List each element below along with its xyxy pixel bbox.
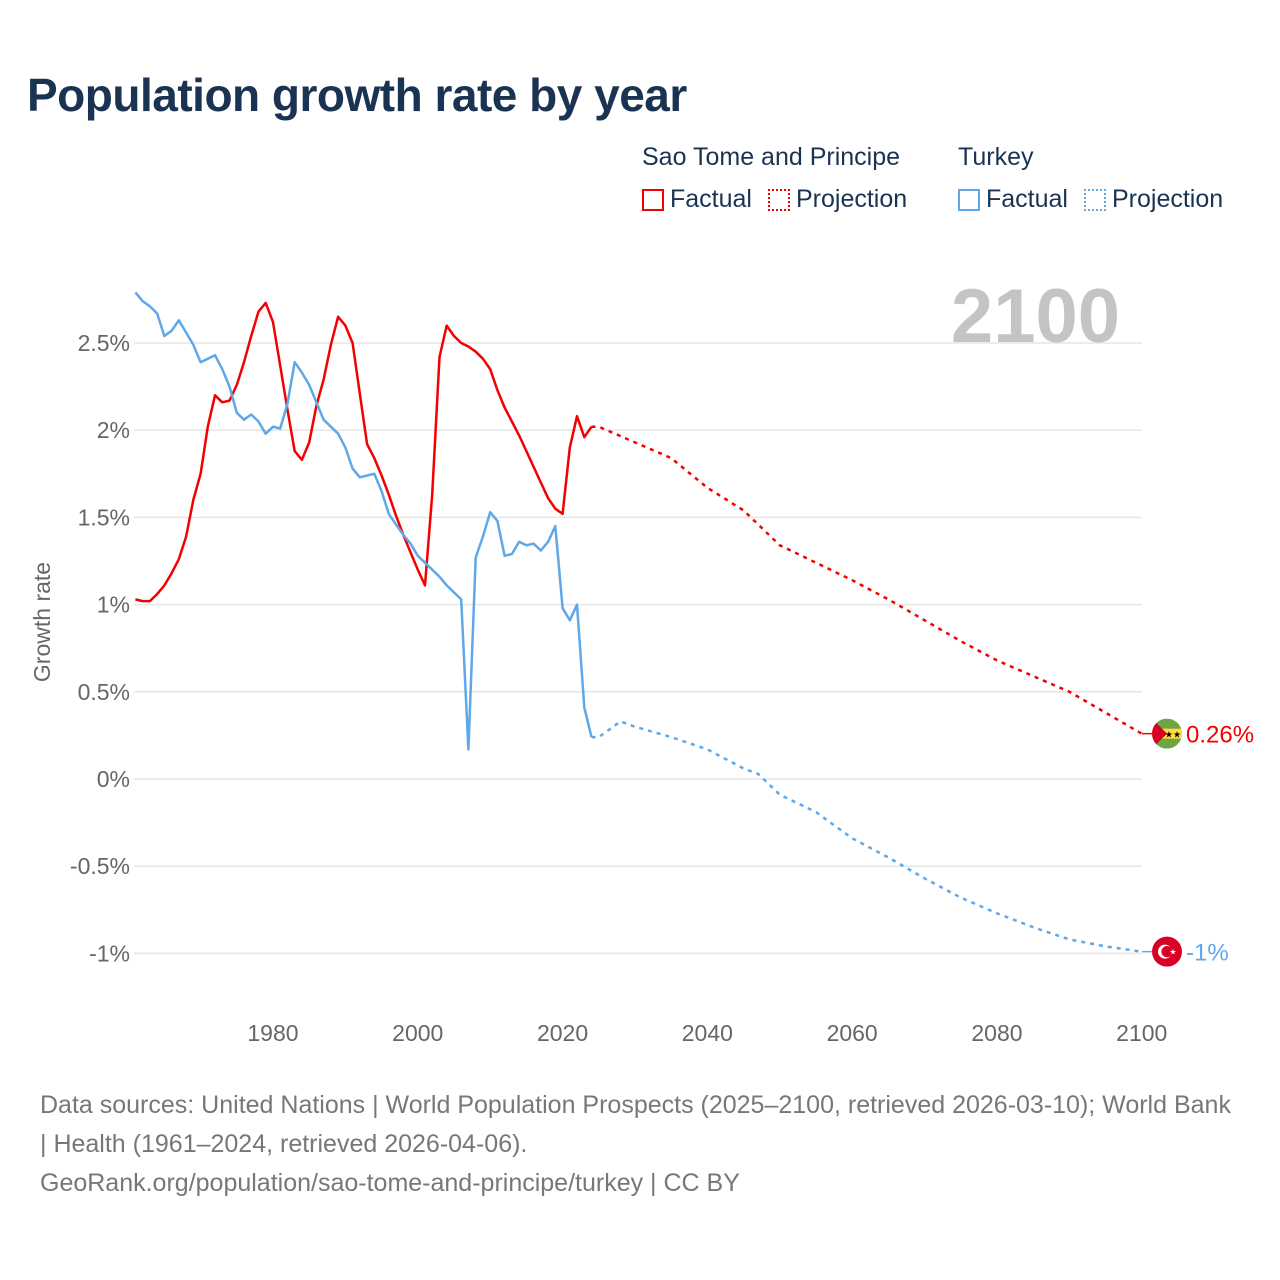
- legend-sao-tome-factual[interactable]: Factual: [642, 185, 752, 214]
- x-axis-ticks: 1980 2000 2020 2040 2060 2080 2100: [247, 1020, 1167, 1046]
- legend-swatch-solid: [958, 188, 980, 211]
- legend-turkey-projection[interactable]: Projection: [1083, 185, 1224, 214]
- chart-title: Population growth rate by year: [27, 69, 687, 121]
- legend-label: Factual: [986, 185, 1068, 213]
- y-tick-label: 1.5%: [78, 504, 130, 530]
- y-axis-ticks: 2.5% 2% 1.5% 1% 0.5% 0% -0.5% -1%: [70, 330, 130, 966]
- data-sources: Data sources: United Nations | World Pop…: [40, 1091, 1231, 1158]
- x-tick-label: 1980: [247, 1020, 298, 1046]
- y-tick-label: -0.5%: [70, 853, 130, 879]
- x-tick-label: 2100: [1116, 1020, 1167, 1046]
- x-tick-label: 2020: [537, 1020, 588, 1046]
- year-watermark: 2100: [951, 274, 1120, 359]
- svg-text:★: ★: [1169, 948, 1176, 957]
- turkey-projection-line: [591, 719, 1142, 953]
- legend-turkey-factual[interactable]: Factual: [958, 185, 1068, 214]
- x-tick-label: 2040: [682, 1020, 733, 1046]
- gridlines: [134, 342, 1142, 955]
- legend-label: Factual: [670, 185, 752, 213]
- y-tick-label: 2%: [97, 417, 130, 443]
- source-link[interactable]: GeoRank.org/population/sao-tome-and-prin…: [40, 1169, 740, 1197]
- legend-group-name: Turkey: [958, 143, 1034, 171]
- y-axis-label: Growth rate: [29, 562, 55, 682]
- turkey-end-value-label: -1%: [1186, 940, 1229, 967]
- svg-text:★★: ★★: [1165, 730, 1181, 740]
- legend-label: Projection: [795, 185, 908, 213]
- x-tick-label: 2080: [971, 1020, 1022, 1046]
- sao-tome-flag-icon: ★★: [1152, 718, 1182, 749]
- turkey-factual-line: [134, 291, 593, 751]
- sao-tome-end-value-label: 0.26%: [1186, 722, 1254, 749]
- y-tick-label: 0.5%: [78, 679, 130, 705]
- y-tick-label: 0%: [97, 766, 130, 792]
- legend-sao-tome-projection[interactable]: Projection: [767, 185, 908, 214]
- series-end-markers: ★★ 0.26% ★ -1%: [1142, 718, 1254, 967]
- x-tick-label: 2060: [827, 1020, 878, 1046]
- sao-tome-projection-line: [591, 425, 1143, 735]
- legend-label: Projection: [1111, 185, 1224, 213]
- y-tick-label: -1%: [89, 940, 130, 966]
- turkey-flag-icon: ★: [1152, 936, 1182, 967]
- legend-swatch-dotted: [767, 188, 790, 211]
- legend-swatch-solid: [642, 188, 664, 211]
- legend-swatch-dotted: [1083, 188, 1106, 211]
- legend-group-sao-tome: Sao Tome and Principe Factual Projection: [642, 143, 907, 214]
- x-tick-label: 2000: [392, 1020, 443, 1046]
- y-tick-label: 1%: [97, 592, 130, 618]
- sao-tome-factual-line: [135, 301, 593, 603]
- legend-group-turkey: Turkey Factual Projection: [958, 143, 1223, 214]
- series-lines: [134, 291, 1143, 953]
- y-tick-label: 2.5%: [78, 330, 130, 356]
- legend-group-name: Sao Tome and Principe: [642, 143, 901, 171]
- line-chart: 2100 2.5% 2% 1.5% 1% 0.5% 0% -0.5% -1% 1980 2000…: [29, 274, 1254, 1046]
- footer: Data sources: United Nations | World Pop…: [40, 1086, 1240, 1203]
